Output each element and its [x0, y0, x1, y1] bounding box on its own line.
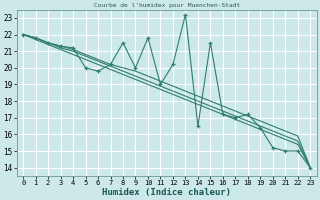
X-axis label: Humidex (Indice chaleur): Humidex (Indice chaleur)	[102, 188, 231, 197]
Title: Courbe de l'humidex pour Muenchen-Stadt: Courbe de l'humidex pour Muenchen-Stadt	[93, 3, 240, 8]
